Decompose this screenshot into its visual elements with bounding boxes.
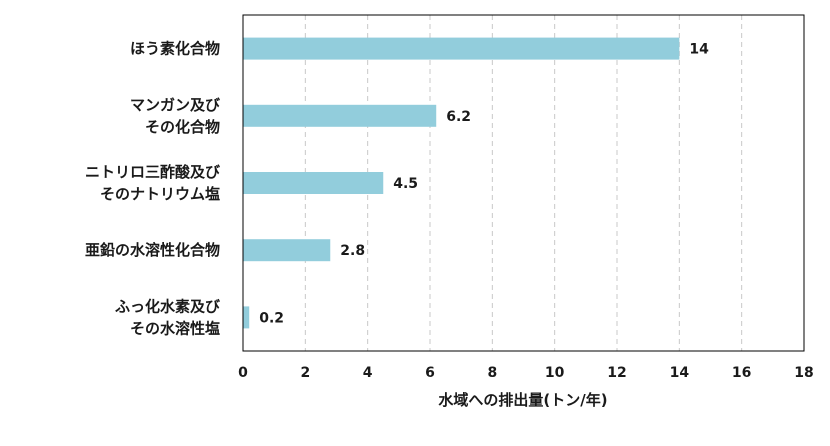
grid-lines [304,15,743,351]
x-tick-label: 14 [670,365,690,381]
category-label: ふっ化水素及びその水溶性塩 [115,297,220,337]
x-tick-label: 12 [607,365,626,381]
bar [243,104,437,127]
x-tick-labels: 0 2 4 6 8 10 12 14 16 18 [238,365,814,381]
x-tick-label: 2 [300,365,310,381]
x-tick-label: 10 [545,365,565,381]
x-tick-label: 8 [487,365,497,381]
category-label-line: そのナトリウム塩 [100,185,220,203]
x-tick-label: 18 [794,365,813,381]
category-label-line: 亜鉛の水溶性化合物 [85,241,220,259]
bar-value-label: 0.2 [259,310,284,326]
bar [243,239,331,262]
bar-value-label: 14 [689,42,709,58]
category-label-line: ほう素化合物 [130,40,220,58]
category-label: マンガン及びその化合物 [130,96,220,136]
category-label-line: その水溶性塩 [130,319,220,337]
category-label: ニトリロ三酢酸及びそのナトリウム塩 [85,163,220,203]
x-tick-label: 16 [732,365,751,381]
bar-value-label: 2.8 [340,243,365,259]
x-tick-label: 4 [363,365,373,381]
category-label-line: マンガン及び [130,96,220,114]
x-tick-label: 0 [238,365,248,381]
x-axis-title: 水域への排出量(トン/年) [438,391,607,409]
category-label-line: その化合物 [145,118,220,136]
category-label: ほう素化合物 [130,40,220,58]
bar [243,306,250,329]
bars [243,37,680,329]
value-labels: 14 6.2 4.5 2.8 0.2 [259,42,709,327]
category-label-line: ふっ化水素及び [115,297,220,315]
category-labels: ほう素化合物マンガン及びその化合物ニトリロ三酢酸及びそのナトリウム塩亜鉛の水溶性… [85,40,220,338]
category-label-line: ニトリロ三酢酸及び [85,163,220,181]
bar-value-label: 4.5 [393,176,418,192]
category-label: 亜鉛の水溶性化合物 [85,241,220,259]
x-tick-label: 6 [425,365,435,381]
bar [243,37,680,60]
bar-value-label: 6.2 [446,109,471,125]
bar [243,172,384,194]
plot-area-frame [242,14,805,352]
